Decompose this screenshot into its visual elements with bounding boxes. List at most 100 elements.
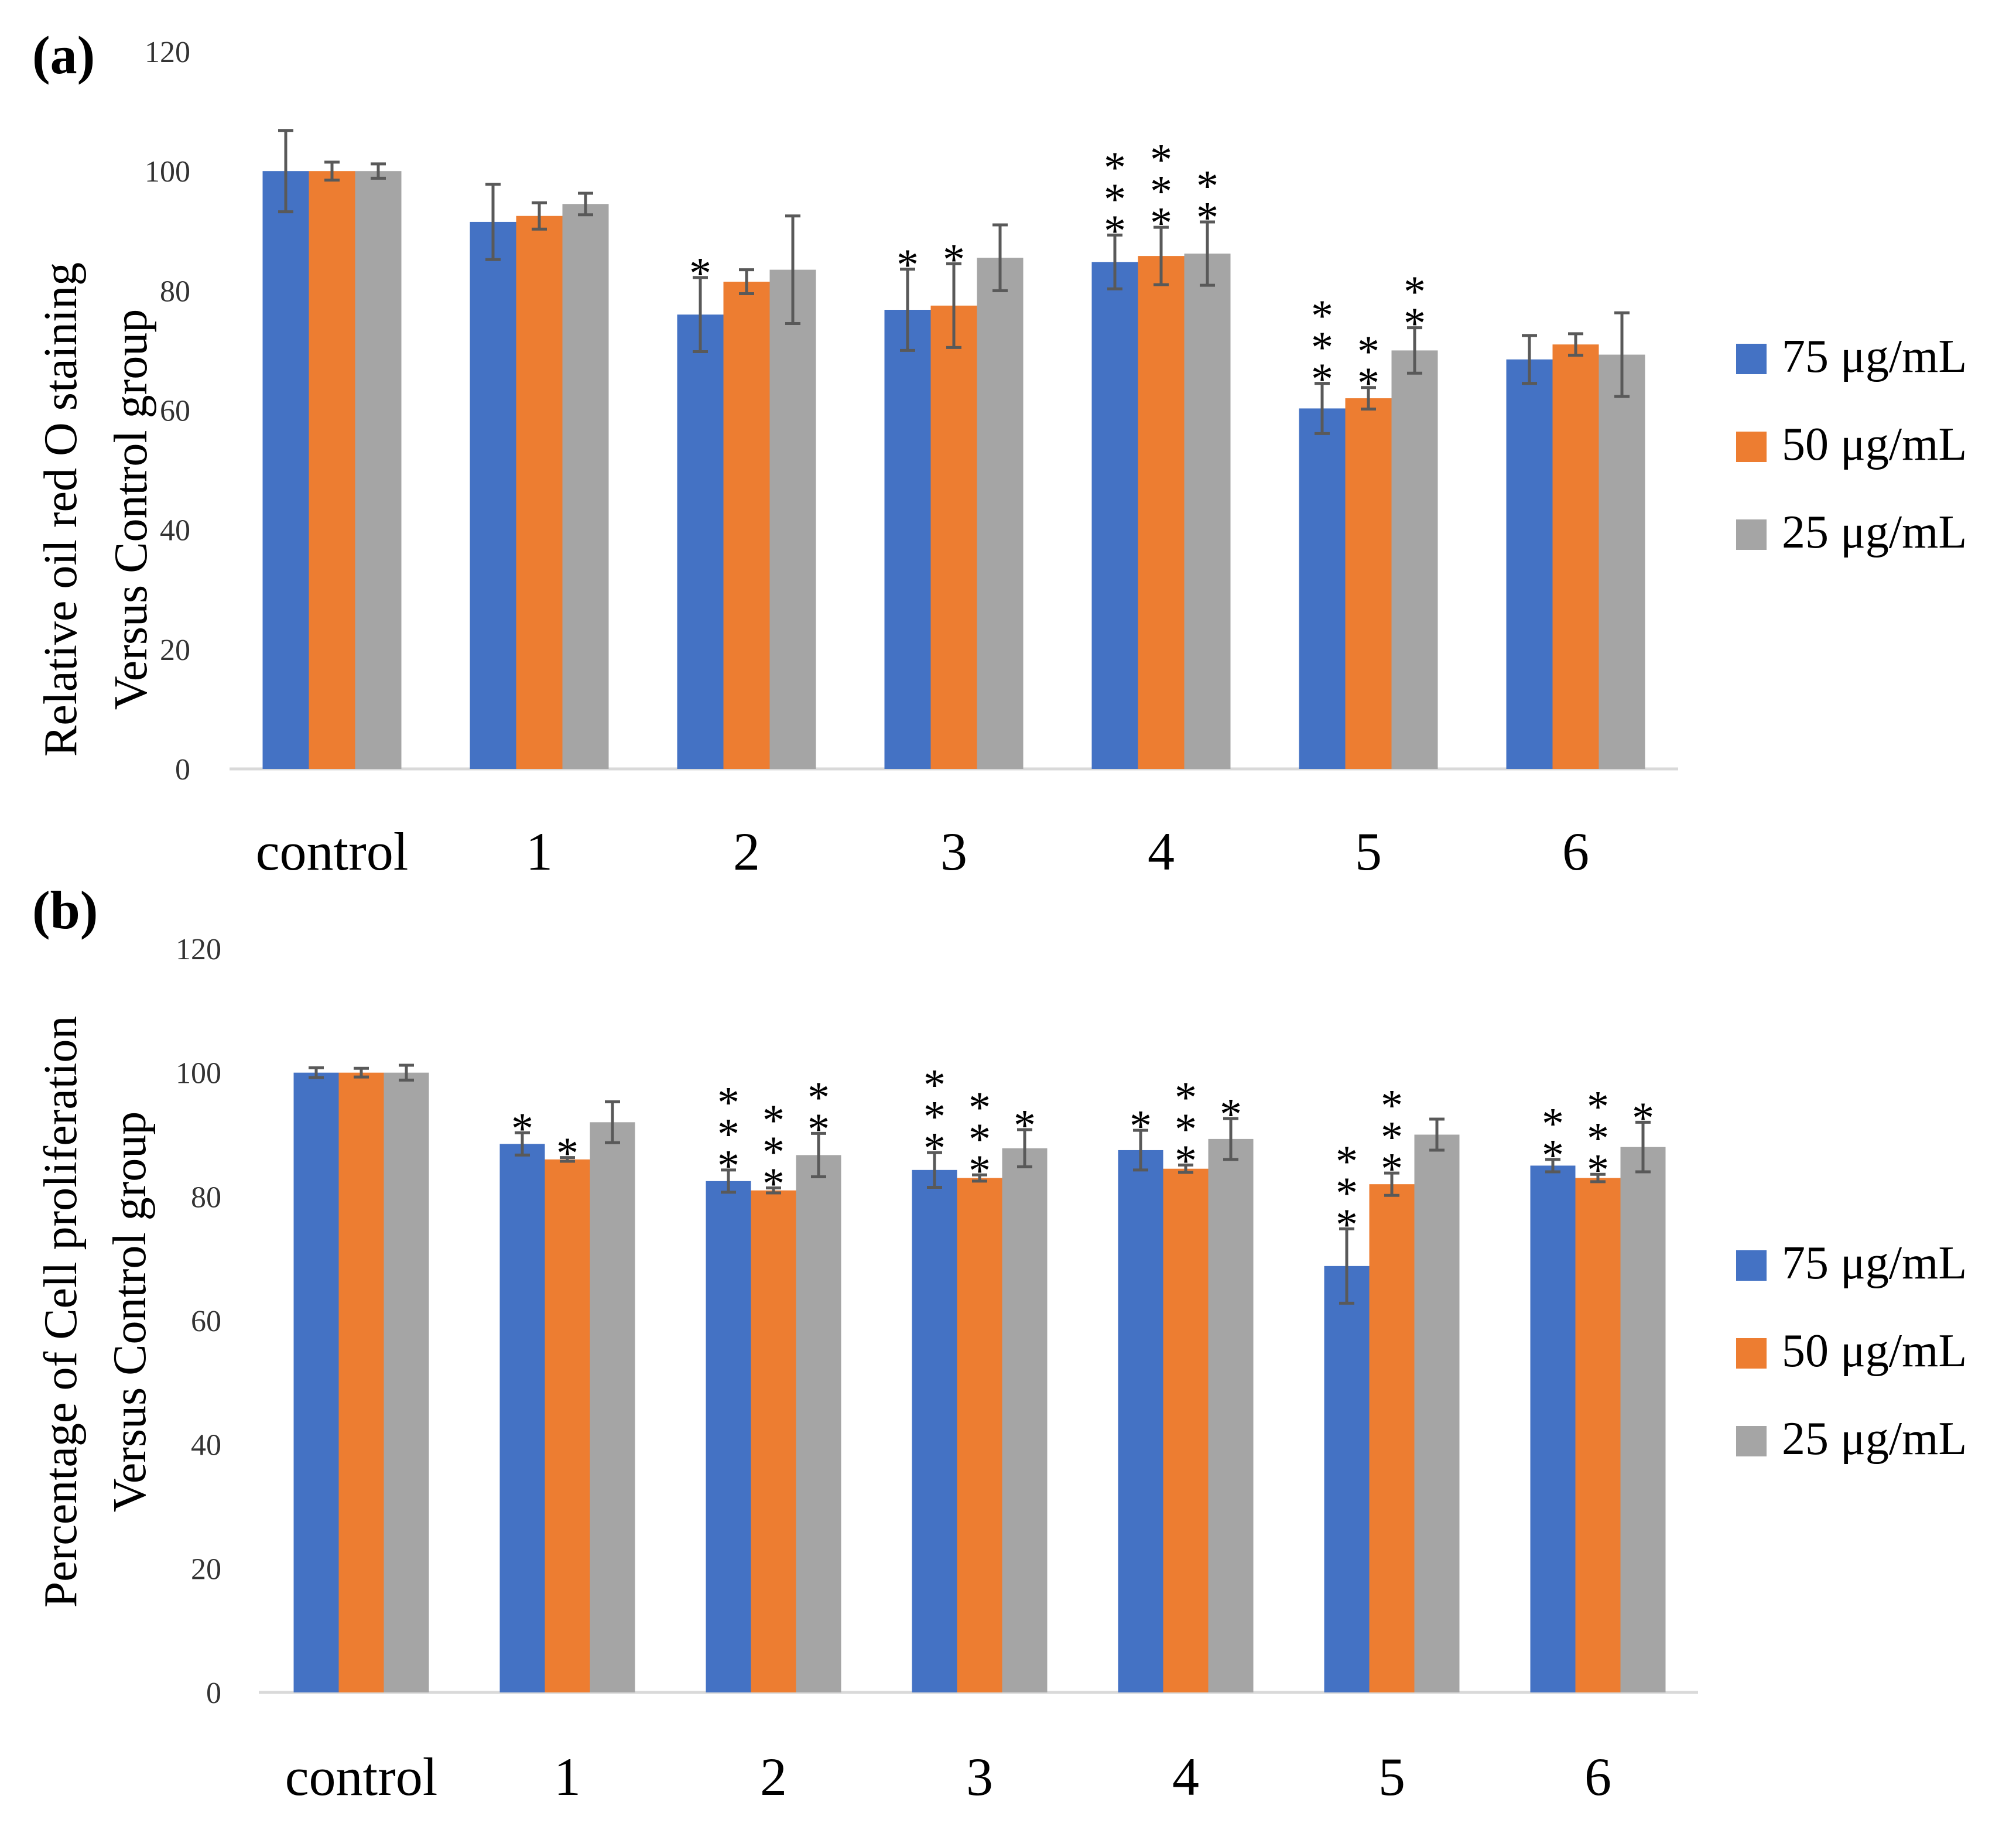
bar-2-5: [1369, 1184, 1415, 1692]
significance-star: *: [1357, 359, 1380, 408]
bar-1-6: [1506, 359, 1553, 769]
panel-label-a: (a): [32, 25, 95, 85]
bar-1-1: [470, 221, 516, 769]
significance-star: *: [762, 1128, 785, 1177]
significance-star: *: [968, 1083, 991, 1132]
y-axis-title-line-1: Percentage of Cell proliferation: [35, 1016, 87, 1608]
significance-star: *: [1014, 1101, 1036, 1150]
significance-star: *: [1542, 1131, 1564, 1180]
panel-label-b: (b): [32, 880, 98, 940]
y-tick-label: 40: [191, 1429, 221, 1462]
bar-1-2: [677, 314, 724, 769]
bar-3-1: [562, 204, 609, 769]
significance-star: *: [1150, 167, 1172, 216]
significance-star: *: [717, 1110, 740, 1159]
significance-star: *: [1381, 1113, 1403, 1162]
significance-star: *: [1220, 1090, 1242, 1139]
significance-star: *: [1104, 143, 1126, 192]
bar-2-3: [930, 305, 977, 769]
significance-star: *: [1150, 135, 1172, 184]
significance-star: *: [717, 1141, 740, 1191]
significance-star: *: [1381, 1081, 1403, 1130]
significance-star: *: [807, 1104, 830, 1154]
significance-star: *: [556, 1129, 579, 1178]
legend-swatch-2: [1736, 432, 1767, 462]
x-tick-label-1: 1: [554, 1747, 581, 1807]
significance-star: *: [968, 1146, 991, 1195]
bar-1-5: [1299, 408, 1346, 769]
x-tick-label-control: control: [285, 1747, 438, 1807]
significance-star: *: [762, 1160, 785, 1209]
x-tick-label-1: 1: [526, 822, 553, 881]
bar-3-6: [1599, 354, 1645, 769]
bar-3-control: [384, 1072, 429, 1692]
bar-1-3: [912, 1169, 957, 1692]
significance-star: *: [1381, 1144, 1403, 1193]
bar-2-2: [751, 1190, 796, 1692]
bar-2-5: [1345, 398, 1392, 769]
bar-3-5: [1391, 350, 1438, 769]
significance-star: *: [1587, 1082, 1609, 1131]
bar-3-3: [977, 258, 1024, 769]
legend-label-2: 50 μg/mL: [1782, 419, 1967, 470]
significance-star: *: [1311, 292, 1333, 341]
x-tick-label-6: 6: [1562, 822, 1589, 881]
y-tick-label: 40: [160, 514, 190, 548]
x-tick-label-3: 3: [966, 1747, 993, 1807]
significance-star: *: [1587, 1145, 1609, 1195]
y-axis-title-line-1: Relative oil red O staining: [35, 262, 87, 757]
significance-star: *: [1357, 327, 1380, 377]
significance-star: *: [1404, 299, 1426, 348]
significance-star: *: [1311, 323, 1333, 372]
significance-star: *: [1542, 1099, 1564, 1148]
y-tick-label: 20: [191, 1552, 221, 1586]
legend-label-3: 25 μg/mL: [1782, 507, 1967, 558]
bar-2-2: [723, 282, 770, 769]
significance-star: *: [807, 1073, 830, 1122]
bar-2-4: [1138, 256, 1185, 769]
bar-1-5: [1324, 1266, 1370, 1692]
bar-3-3: [1002, 1148, 1048, 1692]
legend-label-3: 25 μg/mL: [1782, 1413, 1967, 1465]
x-tick-label-5: 5: [1355, 822, 1382, 881]
bar-3-4: [1184, 254, 1231, 769]
y-tick-label: 0: [175, 753, 190, 786]
chart-panel-b: (b) 0 20 40 60 80 100 120 Percentage of Cell pro…: [32, 880, 1967, 1807]
chart-panel-a: (a) 0 20 40 60 80 100 120 Relative oil red O sta…: [32, 25, 1967, 881]
significance-star: *: [1587, 1114, 1609, 1163]
significance-star: *: [896, 241, 919, 290]
bar-1-control: [293, 1072, 339, 1692]
legend-swatch-3: [1736, 1426, 1767, 1456]
y-axis-title-line-2: Versus Control group: [104, 1111, 156, 1512]
y-tick-label: 60: [191, 1305, 221, 1338]
significance-star: *: [1175, 1073, 1197, 1122]
legend-swatch-3: [1736, 519, 1767, 550]
y-tick-label: 60: [160, 395, 190, 428]
significance-star: *: [923, 1061, 946, 1110]
x-tick-label-6: 6: [1584, 1747, 1611, 1807]
significance-star: *: [943, 235, 965, 284]
x-tick-label-4: 4: [1172, 1747, 1199, 1807]
y-tick-label: 0: [206, 1677, 221, 1710]
significance-star: *: [1311, 355, 1333, 404]
significance-star: *: [1336, 1137, 1358, 1186]
y-tick-label: 20: [160, 634, 190, 667]
significance-star: *: [923, 1092, 946, 1141]
significance-star: *: [1129, 1102, 1152, 1151]
x-tick-label-3: 3: [940, 822, 967, 881]
significance-star: *: [511, 1104, 533, 1153]
bar-1-4: [1118, 1150, 1163, 1692]
bar-3-6: [1620, 1147, 1666, 1692]
bar-1-1: [499, 1144, 545, 1692]
bar-2-6: [1575, 1178, 1621, 1692]
bar-1-6: [1530, 1165, 1576, 1692]
bar-2-4: [1163, 1168, 1209, 1692]
significance-star: *: [968, 1114, 991, 1164]
bar-1-3: [884, 310, 931, 769]
y-tick-label: 100: [145, 155, 190, 189]
bar-3-control: [355, 171, 402, 769]
bar-2-1: [545, 1159, 590, 1692]
significance-star: *: [1404, 268, 1426, 317]
x-tick-label-2: 2: [760, 1747, 787, 1807]
x-tick-label-2: 2: [733, 822, 760, 881]
